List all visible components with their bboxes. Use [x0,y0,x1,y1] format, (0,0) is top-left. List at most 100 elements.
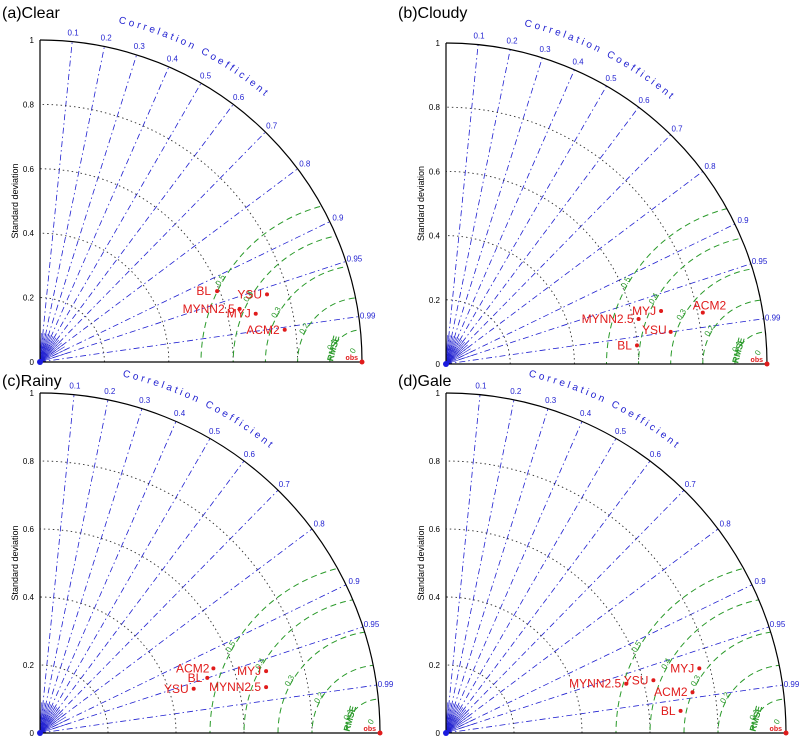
rmse-tick-label: 0.2 [297,321,311,336]
correlation-fan-line [39,719,68,734]
model-point [678,708,683,713]
correlation-axis-label: Correlation Coefficient [122,369,277,453]
correlation-tick-label: 0.2 [101,34,113,43]
correlation-tick-label: 0.8 [720,520,732,529]
correlation-ray [445,57,543,365]
correlation-ray [445,460,651,734]
correlation-ray [39,82,202,363]
correlation-axis-label-text: Correlation Coefficient [528,369,680,453]
correlation-fan-line [39,708,59,734]
rmse-ring [209,562,380,733]
correlation-ray [39,460,245,734]
obs-label: obs [346,355,359,362]
std-tick-label: 1 [436,39,441,48]
panel-title: (b)Cloudy [398,5,467,22]
rmse-tick-label: 0.5 [214,273,228,288]
rmse-rings [209,562,380,733]
correlation-tick-label: 0.3 [539,45,551,54]
std-tick-label: 0.2 [23,661,35,670]
correlation-ray [445,49,511,365]
std-ring [445,299,511,365]
correlation-fan-line [445,723,476,734]
model-point [191,686,196,691]
model-point [659,309,664,314]
correlation-ray [39,438,211,734]
correlation-tick-label: 0.1 [473,32,485,41]
correlation-fan-line [39,349,67,363]
std-tick-label: 0.4 [429,232,441,241]
correlation-fan-line [445,343,467,365]
correlation-ray [39,584,347,734]
correlation-ray [445,684,783,734]
correlation-tick-label: 0.9 [737,216,749,225]
correlation-ray [39,408,143,734]
correlation-ray [445,69,575,365]
model-point-label: MYNN2.5 [209,680,261,694]
correlation-tick-label: 0.2 [104,387,116,396]
correlation-ray [39,684,377,734]
correlation-tick-label: 0.6 [638,96,650,105]
correlation-ray [445,134,671,365]
std-tick-label: 0.2 [429,661,441,670]
std-tick-label: 0.4 [23,593,35,602]
std-ring [39,168,234,363]
model-point [690,690,695,695]
correlation-fan-line [39,710,62,734]
std-ring [445,528,651,734]
correlation-fan-line [39,342,62,363]
correlation-tick-label: 0.6 [244,450,256,459]
correlation-label-path [118,23,306,138]
correlation-label-path [524,26,712,141]
correlation-fan-line [39,714,65,734]
std-tick-label: 0 [30,358,35,367]
rmse-zero-label: 0 [753,348,763,357]
correlation-fan-line [39,712,64,734]
outer-arc [445,392,787,734]
model-point [700,310,705,315]
correlation-tick-label: 0.7 [685,480,697,489]
correlation-fan-line [445,710,468,734]
correlation-tick-label: 0.99 [378,680,394,689]
correlation-fan-line [445,351,473,365]
correlation-fan-line [39,352,68,363]
model-point [634,343,639,348]
correlation-tick-label: 0.8 [299,159,311,168]
panel-cloudy: (b)Cloudy 0.1 0.2 0.3 0.4 0.5 0 RMSE 0 0.2 0.4 0.6 0… [398,5,781,369]
std-ring [445,106,704,365]
correlation-axis-label: Correlation Coefficient [118,15,272,100]
rmse-label: RMSE [342,705,358,733]
std-ring [39,103,299,363]
correlation-ray [445,394,481,734]
correlation-ray [39,626,364,734]
origin-dot [37,730,43,736]
rmse-label: RMSE [748,705,764,733]
model-point-label: BL [196,284,211,298]
correlation-ray [39,421,177,734]
correlation-tick-label: 0.4 [174,409,186,418]
rmse-tick-label: 0.5 [224,639,238,654]
correlation-ray [39,528,313,734]
correlation-tick-label: 0.5 [200,71,212,80]
model-point-label: MYJ [237,664,261,678]
rmse-ring [615,562,786,733]
correlation-tick-label: 0.8 [314,520,326,529]
model-point [237,306,242,311]
model-point [215,289,220,294]
std-ring [39,297,105,363]
std-ring [445,235,575,365]
correlation-ray [39,66,170,363]
correlation-tick-label: 0.95 [364,620,380,629]
correlation-tick-label: 0.99 [765,313,781,322]
correlation-tick-label: 0.9 [349,577,361,586]
std-ring [39,460,313,734]
correlation-tick-label: 0.9 [332,214,344,223]
correlation-tick-label: 0.9 [755,577,767,586]
correlation-label-path [122,376,320,497]
model-point [264,685,269,690]
rmse-tick-label: 0.3 [675,307,689,322]
correlation-fan-line [445,354,474,365]
correlation-fan-line [39,707,58,734]
std-tick-label: 1 [30,389,35,398]
rmse-zero-label: 0 [366,717,376,726]
correlation-tick-label: 0.1 [68,29,80,38]
